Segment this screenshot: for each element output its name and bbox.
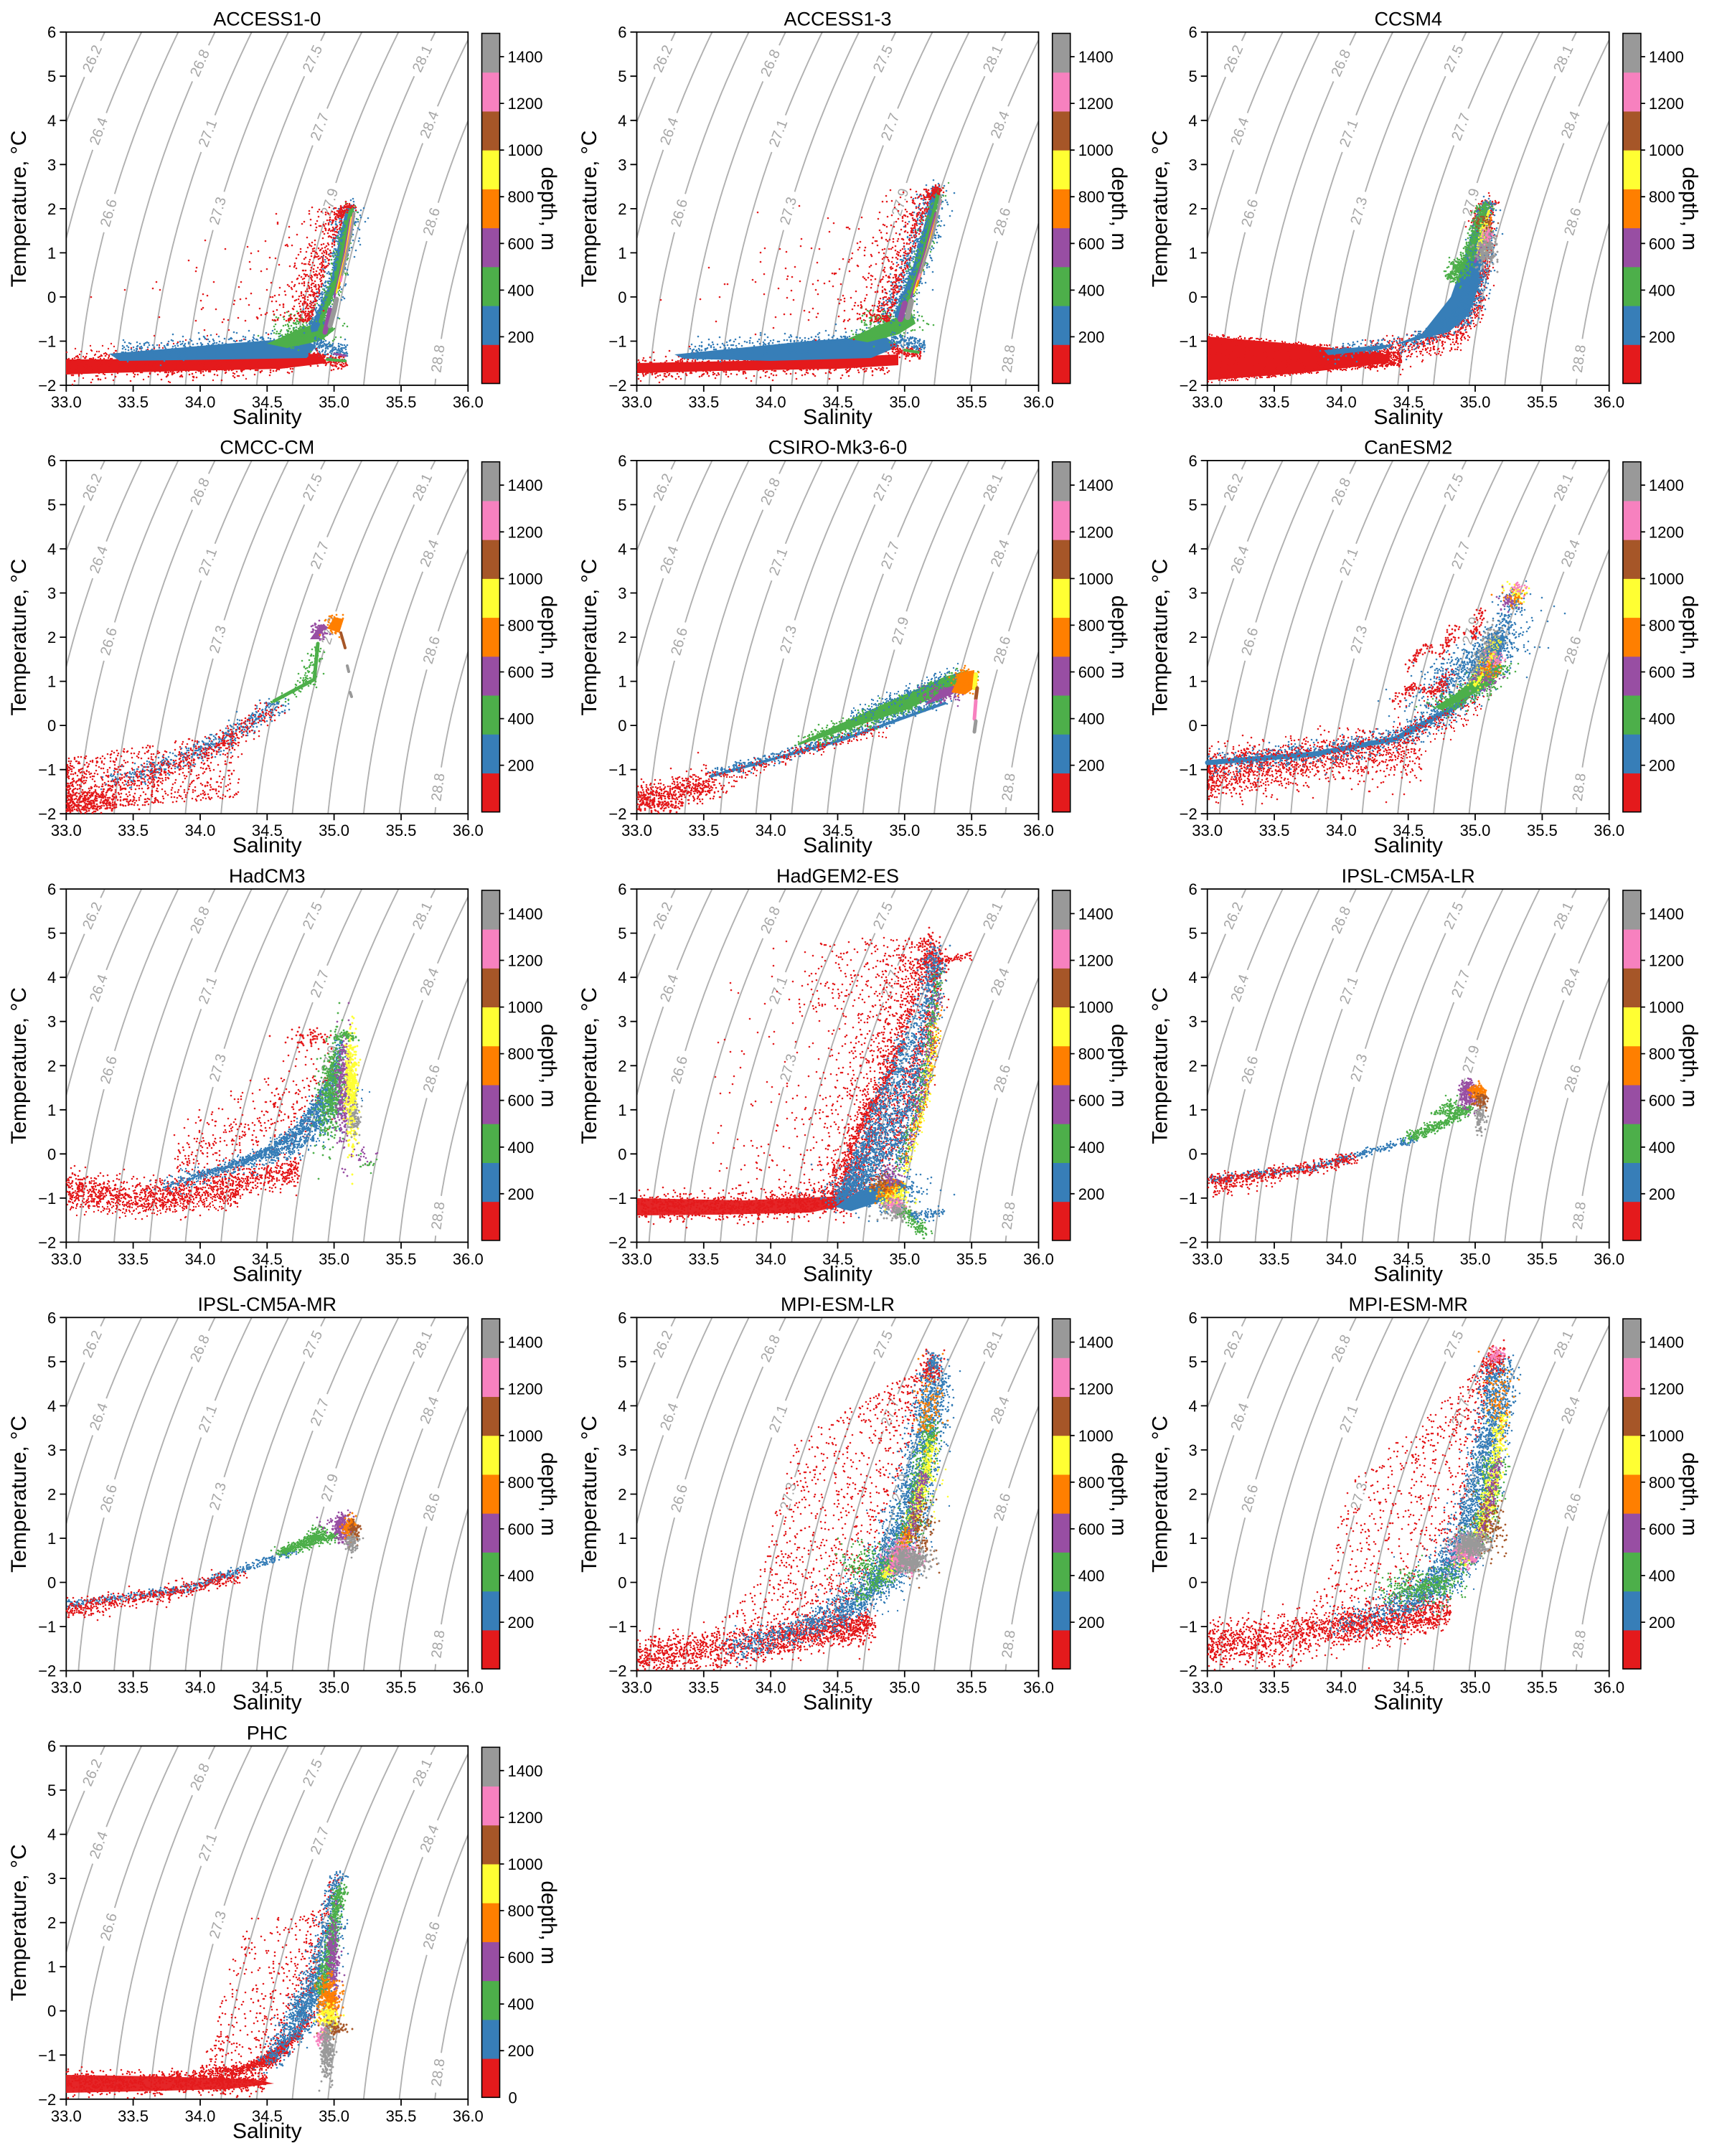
svg-text:PHC: PHC [247,1722,288,1743]
svg-text:MPI-ESM-MR: MPI-ESM-MR [1348,1294,1467,1315]
svg-text:HadGEM2-ES: HadGEM2-ES [776,865,899,887]
svg-text:CSIRO-Mk3-6-0: CSIRO-Mk3-6-0 [768,437,908,458]
svg-text:MPI-ESM-LR: MPI-ESM-LR [781,1294,895,1315]
svg-text:ACCESS1-0: ACCESS1-0 [213,9,321,30]
svg-text:IPSL-CM5A-MR: IPSL-CM5A-MR [198,1294,337,1315]
svg-text:CMCC-CM: CMCC-CM [220,437,314,458]
svg-text:CCSM4: CCSM4 [1374,9,1442,30]
svg-text:CanESM2: CanESM2 [1364,437,1452,458]
svg-text:IPSL-CM5A-LR: IPSL-CM5A-LR [1342,865,1475,887]
svg-text:HadCM3: HadCM3 [229,865,306,887]
svg-text:ACCESS1-3: ACCESS1-3 [784,9,891,30]
svg-text:0: 0 [509,2089,517,2106]
